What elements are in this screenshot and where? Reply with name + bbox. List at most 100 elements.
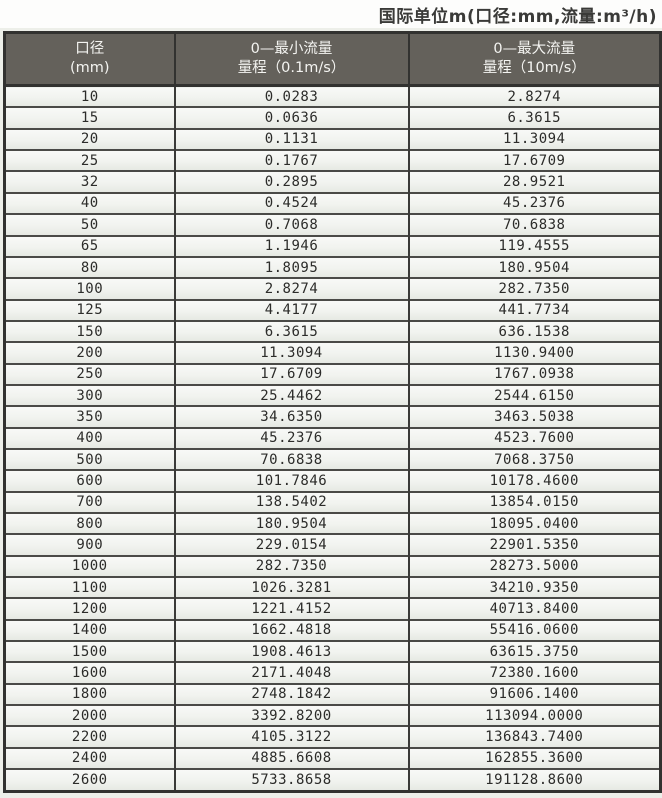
cell-min-flow: 101.7846 [173,469,409,492]
cell-diameter: 350 [4,405,175,428]
header-min-flow-line2: 量程（0.1m/s） [237,60,346,76]
header-min-flow: 0—最小流量 量程（0.1m/s） [173,32,409,87]
cell-max-flow: 441.7734 [407,298,661,321]
table-row: 1000 282.7350 28273.5000 [4,554,661,577]
page-title: 国际单位m(口径:mm,流量:m³/h) [378,6,657,27]
cell-min-flow: 0.4524 [173,191,409,215]
cell-min-flow: 6.3615 [173,319,409,343]
table-row: 20 0.1131 11.3094 [4,127,661,151]
header-max-flow-line2: 量程（10m/s） [482,60,586,76]
table-row: 400 45.2376 4523.7600 [4,426,661,449]
cell-min-flow: 4105.3122 [173,725,409,748]
cell-max-flow: 91606.1400 [407,682,661,706]
cell-diameter: 2000 [4,704,175,727]
cell-min-flow: 2171.4048 [173,661,409,684]
cell-diameter: 1200 [4,597,175,620]
cell-min-flow: 4.4177 [173,298,409,321]
table-row: 900 229.0154 22901.5350 [4,533,661,556]
table-row: 10 0.0283 2.8274 [4,85,661,108]
title-bar: 国际单位m(口径:mm,流量:m³/h) [0,0,662,28]
cell-max-flow: 119.4555 [407,234,661,257]
cell-max-flow: 11.3094 [407,127,661,151]
cell-diameter: 20 [4,127,175,151]
cell-max-flow: 22901.5350 [407,533,661,556]
table-row: 1800 2748.1842 91606.1400 [4,682,661,706]
cell-diameter: 10 [4,85,175,108]
cell-min-flow: 0.0636 [173,106,409,129]
table-row: 800 180.9504 18095.0400 [4,511,661,535]
cell-max-flow: 4523.7600 [407,426,661,449]
cell-min-flow: 1662.4818 [173,618,409,642]
cell-min-flow: 138.5402 [173,490,409,513]
flow-range-table: 口径 (mm) 0—最小流量 量程（0.1m/s） 0—最大流量 量程（10m/… [3,31,662,793]
cell-max-flow: 28.9521 [407,170,661,193]
table-row: 350 34.6350 3463.5038 [4,405,661,428]
cell-min-flow: 229.0154 [173,533,409,556]
cell-max-flow: 2544.6150 [407,383,661,407]
cell-diameter: 15 [4,106,175,129]
cell-min-flow: 1.8095 [173,255,409,279]
table-row: 1500 1908.4613 63615.3750 [4,640,661,663]
cell-diameter: 125 [4,298,175,321]
cell-max-flow: 6.3615 [407,106,661,129]
header-diameter-line1: 口径 [75,41,105,58]
table-row: 2200 4105.3122 136843.7400 [4,725,661,748]
cell-diameter: 40 [4,191,175,215]
table-row: 1400 1662.4818 55416.0600 [4,618,661,642]
header-min-flow-line1: 0—最小流量 [250,41,333,58]
table-row: 50 0.7068 70.6838 [4,213,661,236]
cell-max-flow: 2.8274 [407,85,661,108]
cell-max-flow: 136843.7400 [407,725,661,748]
cell-min-flow: 34.6350 [173,405,409,428]
cell-min-flow: 1908.4613 [173,640,409,663]
cell-min-flow: 0.1131 [173,127,409,151]
header-row: 口径 (mm) 0—最小流量 量程（0.1m/s） 0—最大流量 量程（10m/… [4,32,661,87]
cell-diameter: 250 [4,362,175,385]
cell-diameter: 1400 [4,618,175,642]
cell-max-flow: 70.6838 [407,213,661,236]
cell-max-flow: 10178.4600 [407,469,661,492]
cell-min-flow: 1026.3281 [173,575,409,599]
cell-max-flow: 18095.0400 [407,511,661,535]
cell-diameter: 150 [4,319,175,343]
table-body: 10 0.0283 2.8274 15 0.0636 6.3615 20 0.1131 11.3… [4,85,661,792]
cell-diameter: 65 [4,234,175,257]
table-row: 125 4.4177 441.7734 [4,298,661,321]
cell-min-flow: 282.7350 [173,554,409,577]
cell-min-flow: 11.3094 [173,341,409,364]
cell-diameter: 200 [4,341,175,364]
table-row: 2000 3392.8200 113094.0000 [4,704,661,727]
cell-min-flow: 70.6838 [173,447,409,471]
header-diameter-line2: (mm) [69,60,110,76]
cell-diameter: 1100 [4,575,175,599]
table-row: 2600 5733.8658 191128.8600 [4,768,661,792]
table-row: 300 25.4462 2544.6150 [4,383,661,407]
header-diameter: 口径 (mm) [4,32,175,87]
cell-min-flow: 2.8274 [173,277,409,300]
cell-max-flow: 282.7350 [407,277,661,300]
cell-max-flow: 1130.9400 [407,341,661,364]
cell-min-flow: 5733.8658 [173,768,409,792]
cell-diameter: 600 [4,469,175,492]
cell-max-flow: 191128.8600 [407,768,661,792]
cell-min-flow: 1.1946 [173,234,409,257]
cell-max-flow: 17.6709 [407,149,661,172]
cell-min-flow: 4885.6608 [173,746,409,770]
cell-diameter: 2200 [4,725,175,748]
cell-max-flow: 34210.9350 [407,575,661,599]
table-row: 15 0.0636 6.3615 [4,106,661,129]
cell-max-flow: 113094.0000 [407,704,661,727]
cell-max-flow: 13854.0150 [407,490,661,513]
header-max-flow-line1: 0—最大流量 [493,41,576,58]
cell-max-flow: 45.2376 [407,191,661,215]
table-row: 32 0.2895 28.9521 [4,170,661,193]
cell-diameter: 32 [4,170,175,193]
cell-max-flow: 636.1538 [407,319,661,343]
table-row: 1200 1221.4152 40713.8400 [4,597,661,620]
cell-diameter: 50 [4,213,175,236]
table-row: 1100 1026.3281 34210.9350 [4,575,661,599]
table-row: 500 70.6838 7068.3750 [4,447,661,471]
cell-min-flow: 3392.8200 [173,704,409,727]
cell-diameter: 25 [4,149,175,172]
table-row: 2400 4885.6608 162855.3600 [4,746,661,770]
